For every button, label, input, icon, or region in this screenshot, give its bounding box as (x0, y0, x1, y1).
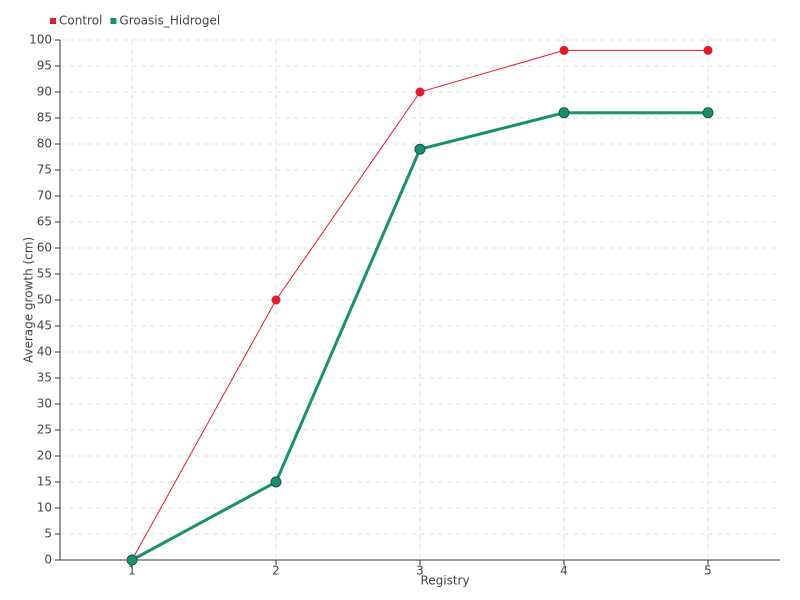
y-tick-label: 85 (37, 111, 52, 125)
data-point (702, 107, 714, 119)
x-tick-label: 3 (416, 564, 424, 578)
y-tick-label: 30 (37, 397, 52, 411)
y-tick-label: 80 (37, 137, 52, 151)
y-tick-label: 70 (37, 189, 52, 203)
legend-label: Groasis_Hidrogel (119, 14, 220, 28)
y-tick-label: 95 (37, 59, 52, 73)
data-point (271, 295, 281, 305)
x-axis-label: Registry (420, 574, 469, 588)
data-point (703, 45, 713, 55)
y-tick-label: 20 (37, 449, 52, 463)
x-tick-label: 4 (560, 564, 568, 578)
y-tick-label: 60 (37, 241, 52, 255)
y-tick-label: 40 (37, 345, 52, 359)
data-point (414, 143, 426, 155)
y-tick-label: 15 (37, 475, 52, 489)
x-tick-label: 5 (704, 564, 712, 578)
data-point (559, 45, 569, 55)
y-axis-label: Average growth (cm) (22, 237, 36, 363)
y-tick-label: 10 (37, 501, 52, 515)
y-tick-label: 75 (37, 163, 52, 177)
legend-swatch (50, 18, 56, 24)
y-tick-label: 55 (37, 267, 52, 281)
y-tick-label: 90 (37, 85, 52, 99)
y-tick-label: 35 (37, 371, 52, 385)
y-tick-label: 65 (37, 215, 52, 229)
y-tick-label: 5 (44, 527, 52, 541)
y-tick-label: 45 (37, 319, 52, 333)
y-tick-label: 25 (37, 423, 52, 437)
x-tick-label: 1 (128, 564, 136, 578)
data-point (558, 107, 570, 119)
data-point (415, 87, 425, 97)
legend-label: Control (59, 14, 102, 28)
y-tick-label: 50 (37, 293, 52, 307)
data-point (270, 476, 282, 488)
y-tick-label: 0 (44, 553, 52, 567)
legend-swatch (110, 18, 117, 24)
data-point (126, 554, 138, 566)
x-tick-label: 2 (272, 564, 280, 578)
y-tick-label: 100 (29, 33, 52, 47)
